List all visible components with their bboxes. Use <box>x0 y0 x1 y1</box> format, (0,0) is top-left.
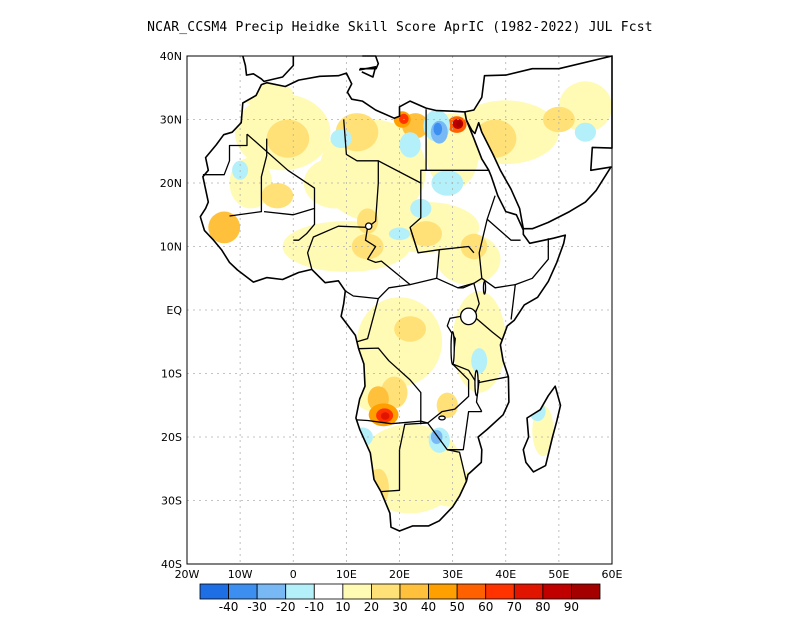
lon-tick-label: 0 <box>290 568 297 581</box>
skill-patch <box>456 120 462 128</box>
colorbar-label: -40 <box>219 600 239 614</box>
colorbar-label: -20 <box>276 600 296 614</box>
colorbar-swatch <box>513 583 544 600</box>
skill-patch <box>452 291 506 393</box>
colorbar-label: -10 <box>304 600 324 614</box>
map-frame <box>186 55 613 565</box>
colorbar-swatch <box>285 583 315 600</box>
colorbar-swatch <box>542 583 572 600</box>
colorbar-swatch <box>371 583 401 600</box>
skill-patch <box>394 316 426 342</box>
coastline-and-borders <box>199 55 613 532</box>
colorbar-label: 30 <box>392 600 407 614</box>
skill-patch <box>471 348 488 374</box>
colorbar-label: 20 <box>364 600 379 614</box>
lon-tick-label: 20E <box>389 568 410 581</box>
skill-patch <box>431 170 464 196</box>
colorbar-label: 50 <box>449 600 464 614</box>
lon-tick-label: 10W <box>228 568 253 581</box>
skill-patch <box>380 412 390 420</box>
skill-patch <box>330 129 352 149</box>
skill-patch <box>261 183 294 209</box>
skill-patch <box>266 119 310 158</box>
skill-patch <box>303 157 368 209</box>
colorbar-label: 80 <box>535 600 550 614</box>
skill-patch <box>240 81 294 107</box>
colorbar-swatch <box>485 583 515 600</box>
colorbar-swatch <box>399 583 429 600</box>
colorbar-label: 40 <box>421 600 436 614</box>
colorbar-swatch <box>256 583 287 600</box>
lon-tick-label: 50E <box>548 568 569 581</box>
colorbar-label: 60 <box>478 600 493 614</box>
lat-tick-label: 30S <box>161 495 182 508</box>
skill-patch <box>574 122 597 142</box>
lat-tick-label: EQ <box>166 304 182 317</box>
skill-patch <box>208 211 241 244</box>
skill-patch <box>436 392 458 418</box>
skill-patch <box>410 221 442 247</box>
lon-tick-label: 10E <box>336 568 357 581</box>
colorbar: -40 -30 -20 -10 10 20 30 40 50 60 70 80 90 <box>199 583 601 614</box>
lat-tick-label: 40S <box>161 558 182 571</box>
lat-tick-label: 40N <box>160 50 182 63</box>
lat-tick-label: 10N <box>160 241 182 254</box>
skill-patch <box>430 430 443 444</box>
skill-patch <box>460 233 488 260</box>
colorbar-label: 10 <box>335 600 350 614</box>
lon-tick-label: 20W <box>175 568 200 581</box>
colorbar-swatch <box>313 583 344 600</box>
chart-title: NCAR_CCSM4 Precip Heidke Skill Score Apr… <box>147 20 653 35</box>
colorbar-label: -30 <box>247 600 267 614</box>
colorbar-swatch <box>228 583 258 600</box>
colorbar-swatch <box>342 583 372 600</box>
colorbar-swatch <box>428 583 458 600</box>
lat-tick-label: 30N <box>160 114 182 127</box>
skill-patch <box>543 106 575 133</box>
lat-tick-label: 20S <box>161 431 182 444</box>
colorbar-swatch <box>456 583 487 600</box>
lon-tick-label: 30E <box>442 568 463 581</box>
skill-patch <box>399 113 409 124</box>
colorbar-swatch <box>571 583 601 600</box>
colorbar-swatch <box>199 583 229 600</box>
skill-patch <box>388 227 411 241</box>
colorbar-label: 90 <box>564 600 579 614</box>
lat-tick-label: 10S <box>161 368 182 381</box>
skill-patch <box>433 122 443 136</box>
skill-patch <box>399 132 421 158</box>
gridlines <box>187 56 612 564</box>
lat-tick-label: 20N <box>160 177 182 190</box>
lon-tick-label: 40E <box>495 568 516 581</box>
lon-tick-label: 60E <box>602 568 623 581</box>
colorbar-label: 70 <box>507 600 522 614</box>
